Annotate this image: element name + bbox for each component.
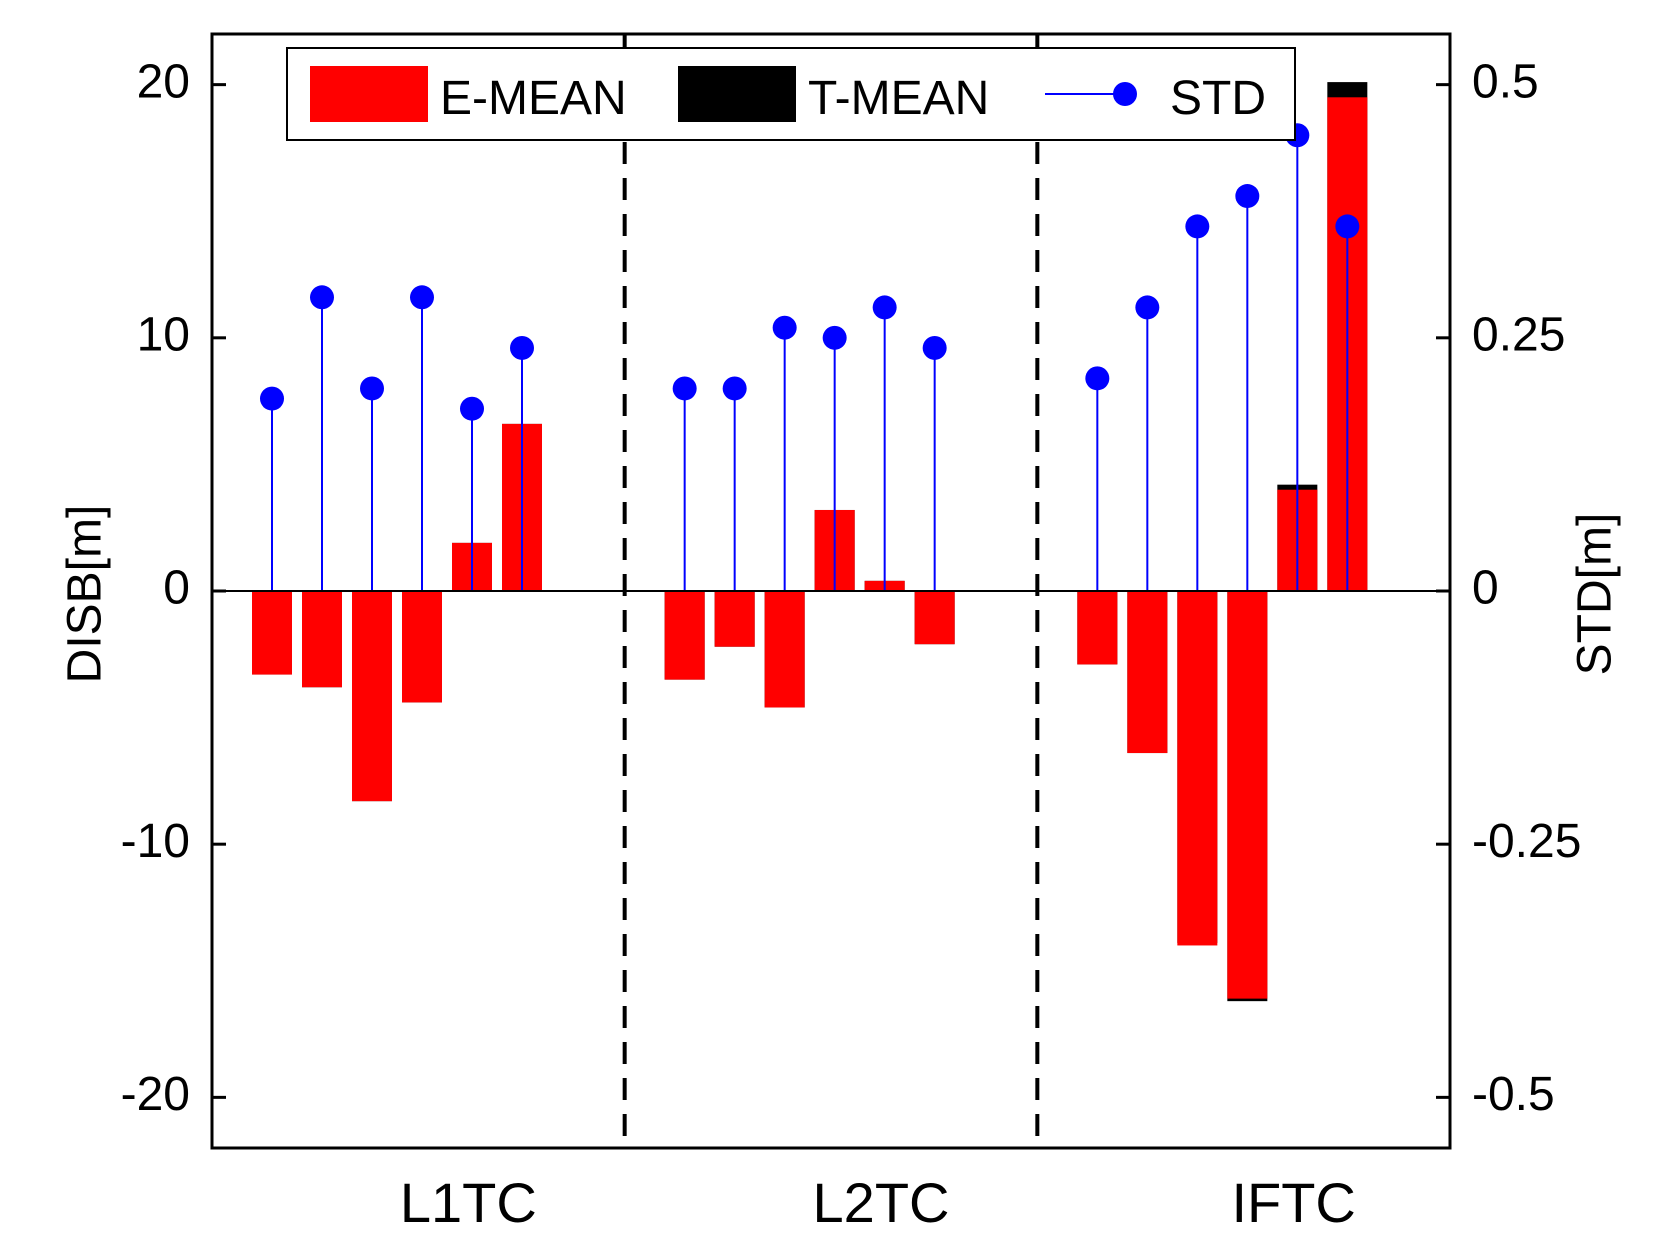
std-point-iftc-3	[1185, 214, 1210, 239]
right-tick-label: 0	[1472, 562, 1499, 615]
right-tick-label: -0.25	[1472, 815, 1581, 868]
left-tick-label: 0	[163, 562, 190, 615]
left-tick-label: -10	[121, 815, 190, 868]
group-labels-layer: L1TC L2TC IFTC	[400, 1171, 1356, 1234]
axis-layer: 20 10 0 -10 -20 0.5 0.25 0 -0.25 -0.5	[121, 34, 1581, 1148]
std-point-l2tc-2	[722, 376, 747, 401]
e-mean-bar-iftc-4	[1227, 591, 1268, 999]
e-mean-bar-l2tc-2	[714, 591, 755, 647]
e-mean-bar-l2tc-6	[914, 591, 955, 645]
std-point-l1tc-2	[310, 285, 334, 310]
std-point-iftc-4	[1235, 184, 1260, 209]
std-point-l2tc-3	[772, 315, 797, 340]
group-label-iftc: IFTC	[1231, 1171, 1355, 1234]
legend-swatch-t-mean	[678, 66, 796, 122]
std-point-iftc-2	[1135, 295, 1160, 320]
e-mean-bar-l2tc-1	[664, 591, 705, 680]
group-label-l1tc: L1TC	[400, 1171, 537, 1234]
e-mean-bar-l1tc-2	[302, 591, 342, 688]
legend-marker-std	[1113, 82, 1137, 106]
legend: E-MEAN T-MEAN STD	[286, 47, 1296, 141]
std-point-iftc-1	[1085, 366, 1110, 391]
e-mean-bar-l1tc-1	[252, 591, 292, 675]
left-tick-label: 10	[137, 308, 190, 361]
e-mean-bar-l1tc-3	[352, 591, 392, 802]
legend-label-e-mean: E-MEAN	[440, 72, 627, 125]
std-point-iftc-6	[1335, 214, 1360, 239]
std-point-l1tc-6	[510, 335, 534, 360]
right-tick-label: 0.25	[1472, 308, 1565, 361]
e-mean-bar-iftc-1	[1077, 591, 1118, 665]
left-tick-label: -20	[121, 1068, 190, 1121]
left-axis-title: DISB[m]	[59, 505, 112, 684]
std-point-l1tc-5	[460, 396, 484, 421]
left-tick-label: 20	[137, 55, 190, 108]
std-point-l2tc-1	[672, 376, 697, 401]
std-point-l2tc-6	[922, 335, 947, 360]
std-point-l1tc-3	[360, 376, 384, 401]
std-point-l2tc-4	[822, 325, 847, 350]
group-label-l2tc: L2TC	[813, 1171, 950, 1234]
std-point-l1tc-4	[410, 285, 434, 310]
std-point-l1tc-1	[260, 386, 284, 411]
std-stems-layer	[260, 123, 1360, 591]
legend-label-std: STD	[1170, 72, 1266, 125]
e-mean-bar-iftc-2	[1127, 591, 1168, 754]
e-mean-bar-l1tc-4	[402, 591, 442, 703]
std-point-l2tc-5	[872, 295, 897, 320]
e-mean-bar-l2tc-3	[764, 591, 805, 708]
right-axis-title: STD[m]	[1569, 513, 1622, 676]
right-tick-label: 0.5	[1472, 55, 1539, 108]
legend-swatch-e-mean	[310, 66, 428, 122]
e-mean-bar-iftc-3	[1177, 591, 1218, 946]
legend-label-t-mean: T-MEAN	[808, 72, 989, 125]
right-tick-label: -0.5	[1472, 1068, 1555, 1121]
